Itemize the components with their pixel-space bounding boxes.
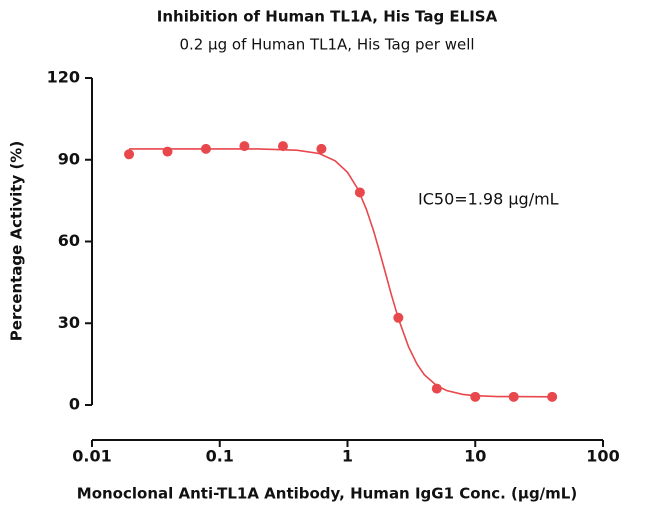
data-point	[547, 391, 558, 402]
chart-title: Inhibition of Human TL1A, His Tag ELISA	[157, 8, 498, 26]
data-point	[431, 383, 442, 394]
chart-subtitle: 0.2 µg of Human TL1A, His Tag per well	[179, 36, 474, 54]
y-axis-label: Percentage Activity (%)	[8, 141, 26, 341]
x-tick-label: 0.01	[72, 447, 111, 466]
data-point	[200, 143, 211, 154]
x-axis-label: Monoclonal Anti-TL1A Antibody, Human IgG…	[77, 485, 577, 503]
data-point	[354, 187, 365, 198]
fit-curve	[129, 148, 553, 398]
y-tick-label: 120	[47, 68, 80, 87]
data-point	[124, 149, 135, 160]
y-tick-label: 60	[58, 231, 80, 250]
data-point	[239, 141, 250, 152]
data-point	[470, 391, 481, 402]
annotation: IC50=1.98 µg/mL	[418, 190, 559, 209]
y-tick-label: 0	[69, 395, 80, 414]
x-tick-label: 1	[342, 447, 353, 466]
data-point	[316, 143, 327, 154]
y-tick-label: 30	[58, 313, 80, 332]
x-tick-label: 100	[586, 447, 619, 466]
y-tick-label: 90	[58, 149, 80, 168]
data-point	[162, 146, 173, 157]
x-tick-label: 0.1	[206, 447, 234, 466]
x-tick-label: 10	[464, 447, 486, 466]
data-point	[393, 312, 404, 323]
data-point	[277, 141, 288, 152]
data-point	[508, 391, 519, 402]
